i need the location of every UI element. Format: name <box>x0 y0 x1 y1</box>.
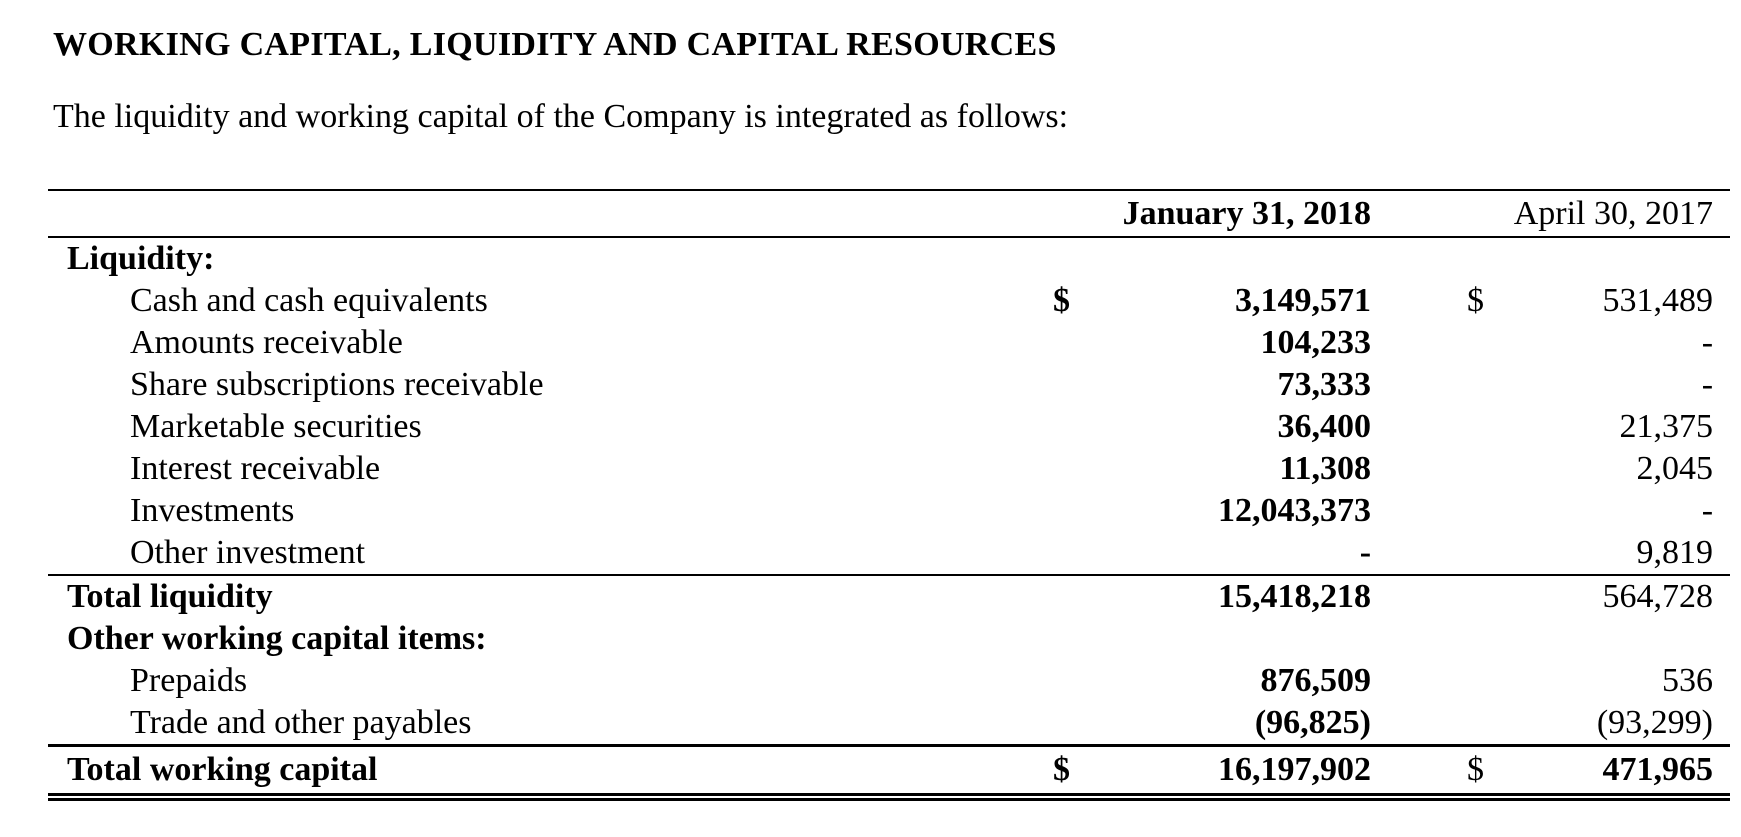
row-label: Other investment <box>48 532 1038 577</box>
currency-2017 <box>1371 702 1492 748</box>
value-2017: 2,045 <box>1636 450 1714 488</box>
row-share-subscriptions-receivable: Share subscriptions receivable 73,333 - <box>48 364 1730 406</box>
row-label: Trade and other payables <box>48 702 1038 748</box>
value-2017: 531,489 <box>1602 282 1714 320</box>
row-label: Liquidity: <box>67 240 215 278</box>
row-label: Investments <box>130 492 295 530</box>
currency-2018: $ <box>1038 745 1101 802</box>
row-label: Other working capital items: <box>67 620 487 658</box>
currency-2017: $ <box>1371 745 1492 802</box>
value-2018: 16,197,902 <box>1101 745 1372 802</box>
value-2018: (96,825) <box>1101 702 1372 748</box>
row-label: Interest receivable <box>130 450 381 488</box>
row-prepaids: Prepaids 876,509 536 <box>48 660 1730 702</box>
value-2018: 15,418,218 <box>1218 578 1372 616</box>
row-other-investment: Other investment - 9,819 <box>48 532 1731 577</box>
header-spacer <box>48 190 1038 239</box>
currency-2018 <box>1038 490 1101 532</box>
value-2018: 12,043,373 <box>1218 492 1372 530</box>
currency-2017 <box>1371 575 1491 618</box>
row-label: Total working capital <box>48 745 1038 802</box>
row-label: Share subscriptions receivable <box>130 366 544 404</box>
value-2017: - <box>1701 324 1714 362</box>
page-title: WORKING CAPITAL, LIQUIDITY AND CAPITAL R… <box>53 26 1057 63</box>
currency-2018 <box>1038 532 1101 577</box>
currency-2017 <box>1371 448 1491 490</box>
value-2017: 21,375 <box>1619 408 1714 446</box>
currency-2017 <box>1371 406 1491 448</box>
currency-2017: $ <box>1467 282 1485 320</box>
value-2017: (93,299) <box>1491 702 1731 748</box>
row-label: Cash and cash equivalents <box>130 282 488 320</box>
currency-2017 <box>1371 532 1492 577</box>
row-trade-and-other-payables: Trade and other payables (96,825) (93,29… <box>48 702 1731 748</box>
value-2017: 564,728 <box>1602 578 1714 616</box>
currency-2018 <box>1038 406 1101 448</box>
row-investments: Investments 12,043,373 - <box>48 490 1730 532</box>
currency-2018 <box>1038 660 1101 702</box>
currency-2017 <box>1371 660 1491 702</box>
value-2018: 104,233 <box>1260 324 1372 362</box>
currency-2018 <box>1038 364 1101 406</box>
currency-2017 <box>1371 490 1491 532</box>
row-label: Prepaids <box>130 662 248 700</box>
currency-2017 <box>1371 364 1491 406</box>
row-marketable-securities: Marketable securities 36,400 21,375 <box>48 406 1730 448</box>
currency-2018 <box>1038 322 1101 364</box>
row-other-working-capital-section: Other working capital items: <box>48 618 1730 660</box>
row-label: Marketable securities <box>130 408 422 446</box>
currency-2017 <box>1371 322 1491 364</box>
value-2017: - <box>1701 366 1714 404</box>
column-header-2018: January 31, 2018 <box>1038 190 1372 239</box>
currency-2018 <box>1038 575 1101 618</box>
column-header-2017: April 30, 2017 <box>1371 190 1731 239</box>
value-2018: 876,509 <box>1260 662 1372 700</box>
row-total-liquidity: Total liquidity 15,418,218 564,728 <box>48 575 1730 618</box>
value-2017: 9,819 <box>1491 532 1731 577</box>
intro-text: The liquidity and working capital of the… <box>53 97 1069 135</box>
value-2017: 536 <box>1662 662 1714 700</box>
working-capital-table: January 31, 2018 April 30, 2017 Liquidit… <box>48 189 1731 802</box>
value-2018: 3,149,571 <box>1235 282 1372 320</box>
row-label: Amounts receivable <box>130 324 403 362</box>
value-2018: 73,333 <box>1277 366 1372 404</box>
row-liquidity-section: Liquidity: <box>48 237 1730 280</box>
row-total-working-capital: Total working capital $ 16,197,902 $ 471… <box>48 745 1731 802</box>
value-2018: 11,308 <box>1279 450 1372 488</box>
value-2018: - <box>1101 532 1372 577</box>
currency-2018: $ <box>1053 282 1070 320</box>
value-2017: 471,965 <box>1491 745 1731 802</box>
row-interest-receivable: Interest receivable 11,308 2,045 <box>48 448 1730 490</box>
row-cash-and-cash-equivalents: Cash and cash equivalents $ 3,149,571 $ … <box>48 280 1730 322</box>
currency-2018 <box>1038 448 1101 490</box>
row-amounts-receivable: Amounts receivable 104,233 - <box>48 322 1730 364</box>
table-header-row: January 31, 2018 April 30, 2017 <box>48 190 1731 239</box>
currency-2018 <box>1038 702 1101 748</box>
row-label: Total liquidity <box>67 578 273 616</box>
value-2017: - <box>1701 492 1714 530</box>
value-2018: 36,400 <box>1277 408 1372 446</box>
